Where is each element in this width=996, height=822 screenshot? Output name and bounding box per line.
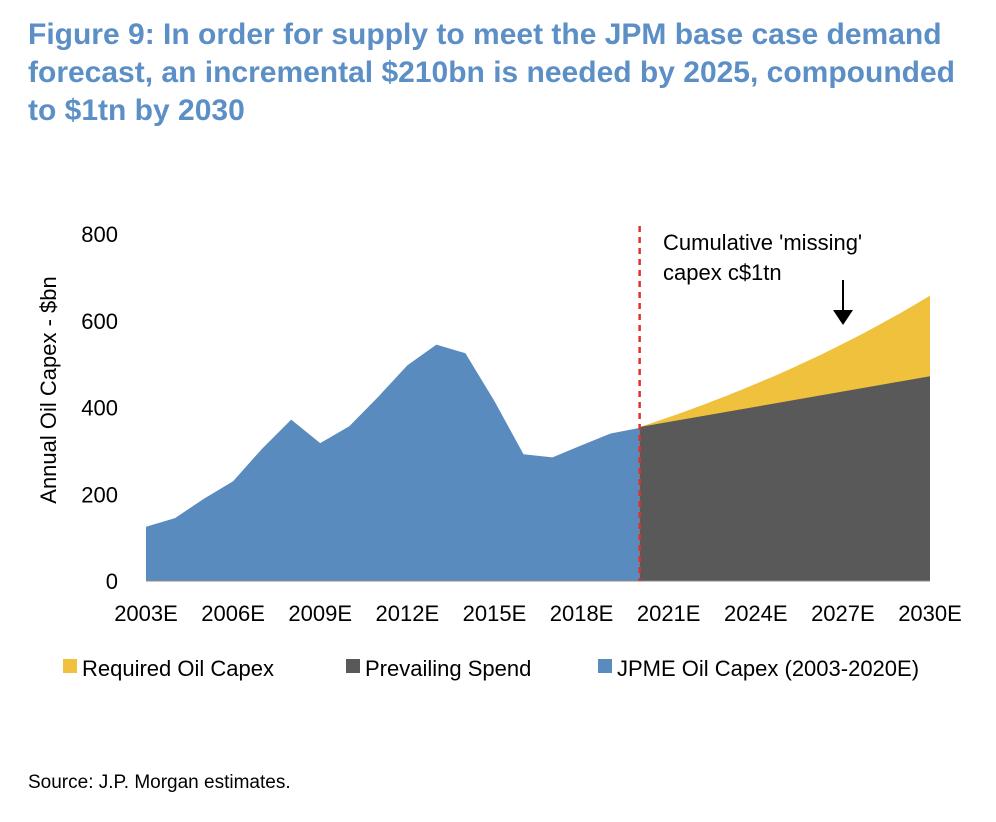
- y-tick-label: 0: [106, 569, 118, 594]
- annotation: Cumulative 'missing' capex c$1tn: [663, 230, 862, 325]
- x-tick-label: 2024E: [724, 601, 788, 626]
- legend-label: JPME Oil Capex (2003-2020E): [617, 656, 919, 681]
- x-tick-label: 2012E: [376, 601, 440, 626]
- x-tick-label: 2009E: [288, 601, 352, 626]
- prevailing-spend-area: [639, 376, 930, 581]
- x-tick-label: 2006E: [201, 601, 265, 626]
- x-tick-label: 2030E: [898, 601, 962, 626]
- x-tick-label: 2021E: [637, 601, 701, 626]
- annotation-text: Cumulative 'missing': [663, 230, 862, 255]
- jpme-capex-area: [146, 344, 640, 581]
- chart-title: Figure 9: In order for supply to meet th…: [28, 18, 955, 127]
- legend-label: Prevailing Spend: [365, 656, 531, 681]
- legend: Required Oil Capex Prevailing Spend JPME O…: [63, 656, 919, 681]
- source-note: Source: J.P. Morgan estimates.: [28, 772, 291, 793]
- x-tick-labels: 2003E 2006E 2009E 2012E 2015E 2018E 2021E 2024E…: [114, 601, 962, 626]
- legend-swatch: [598, 659, 612, 673]
- x-tick-label: 2018E: [550, 601, 614, 626]
- y-tick-label: 600: [81, 309, 118, 334]
- legend-swatch: [346, 659, 360, 673]
- y-tick-label: 200: [81, 482, 118, 507]
- area-layer: [146, 295, 930, 581]
- x-tick-label: 2015E: [463, 601, 527, 626]
- legend-swatch: [63, 659, 77, 673]
- legend-label: Required Oil Capex: [82, 656, 274, 681]
- x-tick-label: 2027E: [811, 601, 875, 626]
- x-tick-label: 2003E: [114, 601, 178, 626]
- annotation-text: capex c$1tn: [663, 260, 782, 285]
- annotation-arrow-head: [833, 310, 853, 325]
- y-tick-label: 800: [81, 222, 118, 247]
- y-tick-labels: 0 200 400 600 800: [81, 222, 118, 594]
- y-tick-label: 400: [81, 396, 118, 421]
- y-axis-label: Annual Oil Capex - $bn: [36, 276, 61, 503]
